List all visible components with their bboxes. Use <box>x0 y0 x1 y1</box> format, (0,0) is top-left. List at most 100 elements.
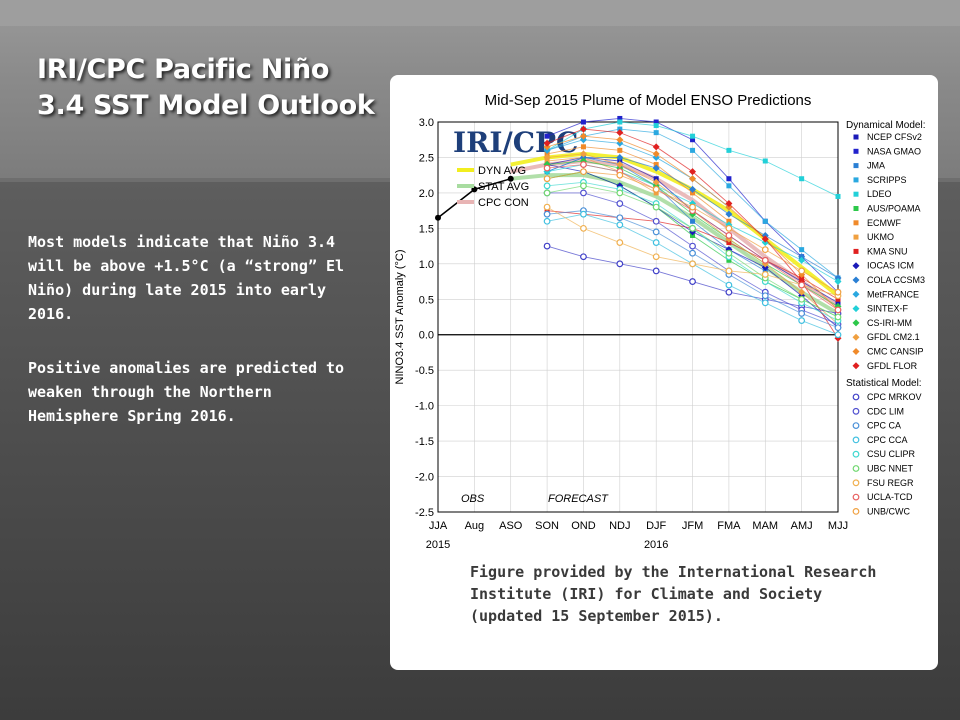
inline-legend-label: STAT AVG <box>478 181 529 193</box>
legend-label: UNB/CWC <box>867 506 910 516</box>
series-line <box>547 146 730 222</box>
series-point <box>617 126 623 132</box>
legend-marker <box>853 206 859 211</box>
legend-label: FSU REGR <box>867 478 914 488</box>
series-point <box>762 158 768 164</box>
legend-label: JMA <box>867 161 885 171</box>
series-point <box>580 119 586 125</box>
x-tick-label: SON <box>535 520 559 532</box>
series-point <box>580 168 587 176</box>
legend-label: CSU CLIPR <box>867 449 916 459</box>
series-point <box>689 168 697 176</box>
series-point <box>652 143 660 151</box>
series-point <box>579 153 587 161</box>
series-point <box>652 178 660 186</box>
figure-caption: Figure provided by the International Res… <box>470 563 877 625</box>
legend-label: KMA SNU <box>867 246 908 256</box>
series-point <box>689 203 696 211</box>
series-point <box>652 267 660 275</box>
series-point <box>616 221 624 229</box>
series-point <box>726 257 732 263</box>
legend-label: CMC CANSIP <box>867 347 924 357</box>
series-point <box>653 123 659 129</box>
series-point <box>798 295 806 303</box>
y-tick-label: -0.5 <box>415 365 434 377</box>
series-point <box>543 203 551 211</box>
series-point <box>617 119 623 125</box>
series-point <box>543 210 551 218</box>
series-point <box>653 162 659 168</box>
legend-label: CDC LIM <box>867 406 904 416</box>
series-point <box>617 115 623 121</box>
year-label: 2016 <box>644 539 668 551</box>
y-tick-label: 3.0 <box>419 117 434 129</box>
legend-label: SINTEX-F <box>867 304 909 314</box>
legend-marker <box>852 493 860 501</box>
legend-marker <box>852 508 860 515</box>
legend-dynamical-header: Dynamical Model: <box>846 120 925 131</box>
x-tick-label: ASO <box>499 520 523 532</box>
series-point <box>580 144 586 150</box>
series-point <box>761 271 769 278</box>
y-tick-label: 0.0 <box>419 330 434 342</box>
series-point <box>652 185 660 193</box>
series-point <box>580 224 587 232</box>
series-point <box>798 281 806 289</box>
series-point <box>725 232 733 239</box>
series-point <box>689 242 696 250</box>
legend-marker <box>852 479 860 487</box>
series-point <box>690 232 696 238</box>
legend-marker <box>852 262 860 270</box>
slide-title-line1: IRI/CPC Pacific Niño <box>37 54 330 85</box>
series-point <box>543 175 551 183</box>
y-tick-label: -2.0 <box>415 472 434 484</box>
x-tick-label: DJF <box>646 520 666 532</box>
observation-point <box>435 214 441 221</box>
legend-label: ECMWF <box>867 218 901 228</box>
obs-label: OBS <box>461 493 485 505</box>
observation-point <box>507 175 514 182</box>
x-tick-label: FMA <box>717 520 741 532</box>
y-tick-label: 0.5 <box>419 294 434 306</box>
series-point <box>652 203 660 211</box>
paragraph-weaken: Positive anomalies are predicted to weak… <box>28 359 345 425</box>
series-point <box>761 299 769 307</box>
series-point <box>617 147 623 153</box>
series-point <box>543 143 551 151</box>
legend-label: CS-IRI-MM <box>867 318 912 328</box>
x-tick-label: MJJ <box>828 520 848 532</box>
slide-title: IRI/CPC Pacific Niño 3.4 SST Model Outlo… <box>37 52 377 124</box>
series-point <box>725 200 733 208</box>
series-point <box>798 288 806 296</box>
series-point <box>798 317 806 324</box>
legend-statistical-header: Statistical Model: <box>846 378 922 389</box>
legend-marker <box>852 348 860 355</box>
y-tick-label: 1.5 <box>419 223 434 235</box>
legend-label: CPC MRKOV <box>867 392 922 402</box>
legend-marker <box>852 290 860 298</box>
series-point <box>834 274 842 282</box>
series-point <box>761 292 769 300</box>
legend-marker <box>852 319 860 327</box>
series-point <box>616 214 624 222</box>
series-point <box>580 253 587 261</box>
series-point <box>761 246 769 254</box>
series-point <box>617 158 623 164</box>
series-point <box>652 217 660 225</box>
legend-marker <box>853 177 859 183</box>
series-point <box>616 136 624 144</box>
series-point <box>544 151 550 157</box>
y-tick-label: 1.0 <box>419 259 434 271</box>
series-point <box>761 256 769 264</box>
legend-label: CPC CA <box>867 421 901 431</box>
series-point <box>799 176 805 182</box>
series-point <box>762 268 768 274</box>
legend-label: LDEO <box>867 189 892 199</box>
y-tick-label: -1.0 <box>415 401 434 413</box>
series-point <box>653 130 659 136</box>
legend-label: AUS/POAMA <box>867 204 921 214</box>
legend-marker <box>852 465 860 472</box>
legend-label: SCRIPPS <box>867 175 907 185</box>
series-point <box>835 296 841 302</box>
